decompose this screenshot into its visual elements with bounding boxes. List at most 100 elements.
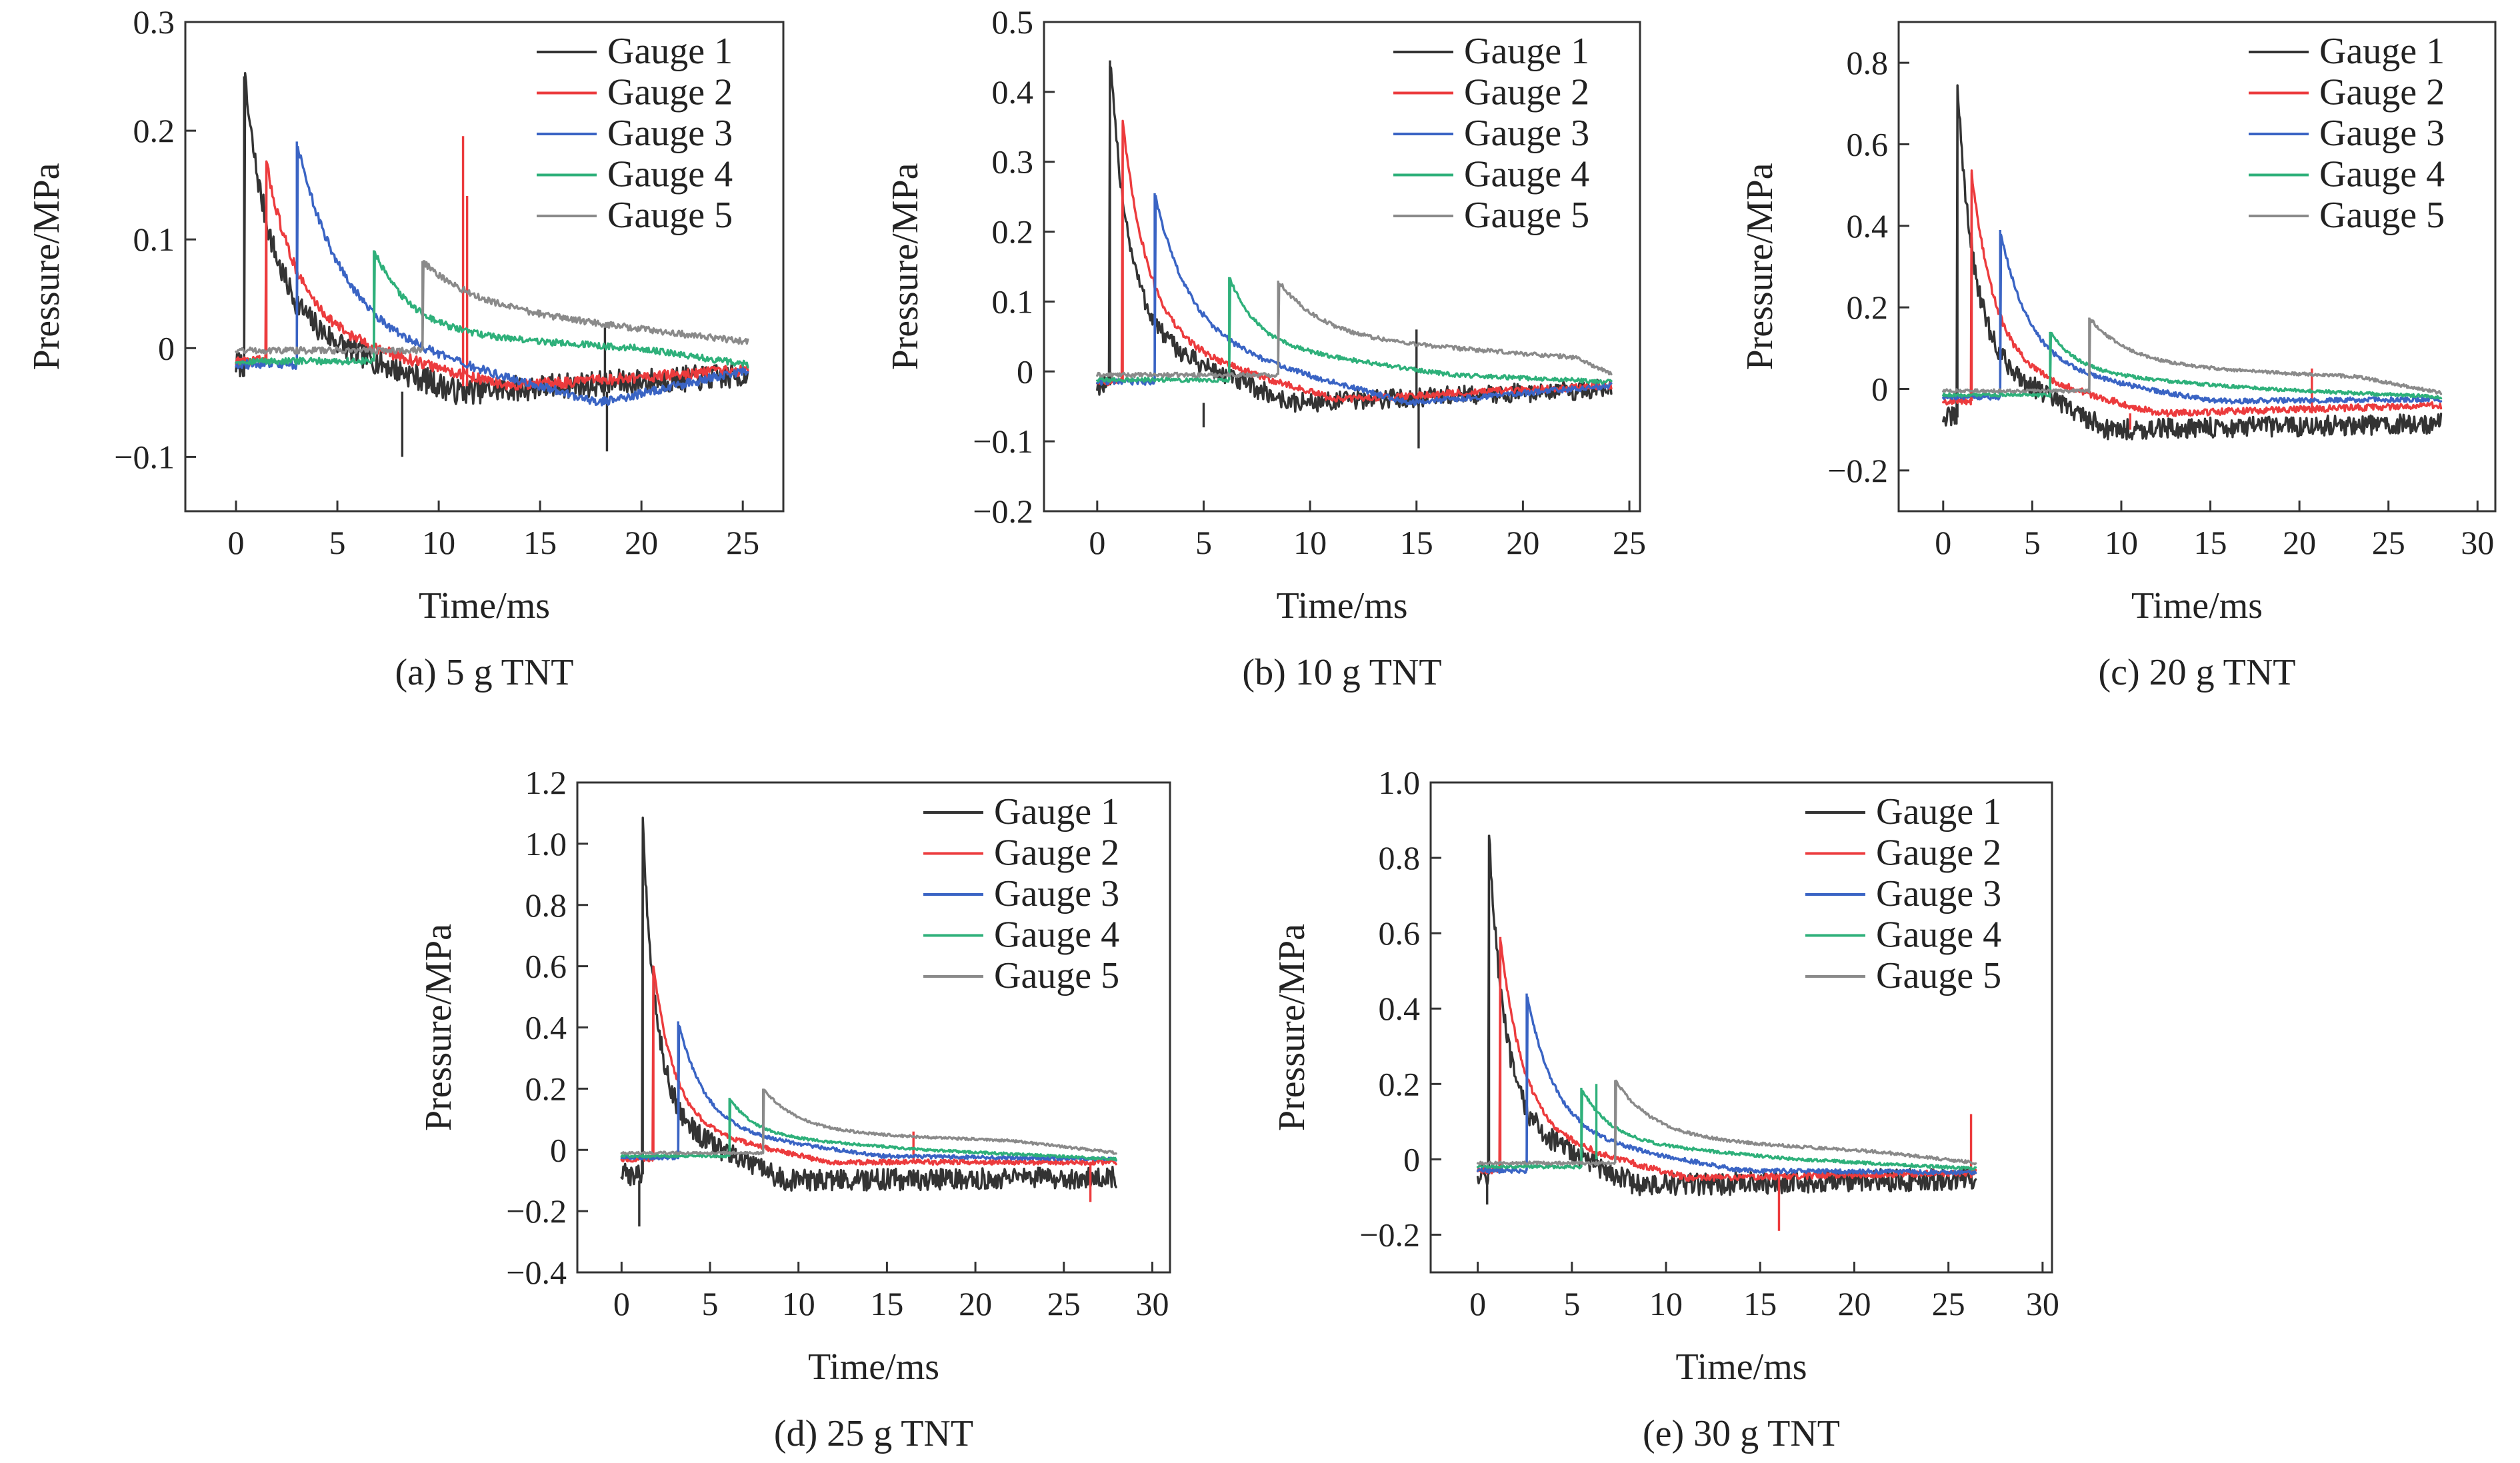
- y-tick-label: 0.1: [133, 221, 175, 258]
- x-tick-label: 10: [1293, 524, 1327, 561]
- series-line-gauge-5: [620, 1088, 1117, 1156]
- x-tick-label: 0: [1935, 524, 1951, 561]
- y-tick-label: 1.0: [1379, 764, 1421, 801]
- x-axis-title: Time/ms: [2131, 585, 2263, 627]
- legend-label: Gauge 5: [1464, 195, 1589, 236]
- y-tick-label: −0.1: [973, 423, 1033, 460]
- y-tick-label: −0.2: [506, 1192, 567, 1230]
- y-tick-label: 1.0: [525, 825, 567, 862]
- series-line-gauge-1: [620, 816, 1117, 1192]
- series-line-gauge-5: [235, 260, 749, 355]
- plot-area: [620, 816, 1117, 1227]
- y-tick-label: 0.2: [525, 1070, 567, 1107]
- legend-label: Gauge 3: [994, 873, 1119, 914]
- series-line-gauge-4: [1096, 277, 1613, 385]
- y-tick-label: −0.2: [973, 493, 1033, 530]
- x-tick-label: 0: [613, 1285, 630, 1322]
- y-tick-label: 0: [1017, 353, 1033, 390]
- x-tick-label: 15: [2194, 524, 2227, 561]
- x-tick-label: 15: [870, 1285, 903, 1322]
- x-tick-label: 25: [1047, 1285, 1081, 1322]
- series-line-gauge-1: [1476, 834, 1977, 1196]
- legend-label: Gauge 1: [2319, 31, 2445, 72]
- plot-area: [1476, 834, 1977, 1231]
- legend-label: Gauge 1: [994, 791, 1119, 832]
- panel-caption: (e) 30 g TNT: [1643, 1413, 1840, 1454]
- x-tick-label: 30: [2461, 524, 2494, 561]
- y-axis-title: Pressure/MPa: [26, 163, 67, 370]
- y-tick-label: 0.4: [525, 1009, 567, 1046]
- series-line-gauge-2: [620, 965, 1117, 1166]
- y-axis-title: Pressure/MPa: [1739, 163, 1781, 370]
- y-tick-label: 1.2: [525, 764, 567, 801]
- x-tick-label: 5: [329, 524, 346, 561]
- x-tick-label: 0: [228, 524, 245, 561]
- chart-panel-c: 0 5 10 15 20 25 30 −0.2 0 0.2 0.4 0.6 0.8 Time/ms Pres…: [1739, 21, 2497, 693]
- plot-frame: [184, 21, 785, 513]
- series-line-gauge-1: [1942, 84, 2443, 441]
- legend-label: Gauge 5: [994, 955, 1119, 996]
- x-axis-title: Time/ms: [808, 1346, 939, 1388]
- x-tick-label: 25: [1932, 1285, 1965, 1322]
- x-tick-label: 10: [1649, 1285, 1683, 1322]
- y-tick-label: 0.2: [1379, 1065, 1421, 1102]
- chart-panel-b: 0 5 10 15 20 25 −0.2 −0.1 0 0.1 0.2 0.3 0.4 0.5 Time/m…: [885, 3, 1646, 693]
- legend-label: Gauge 4: [1876, 914, 2001, 956]
- series-line-gauge-4: [235, 251, 749, 369]
- series-line-gauge-5: [1476, 1079, 1977, 1166]
- legend-label: Gauge 2: [607, 72, 733, 113]
- legend-label: Gauge 3: [1876, 873, 2001, 914]
- y-axis-title: Pressure/MPa: [885, 163, 926, 370]
- series-line-gauge-3: [1942, 233, 2443, 405]
- y-tick-label: 0.6: [1847, 126, 1889, 163]
- legend-label: Gauge 2: [2319, 72, 2445, 113]
- series-line-gauge-2: [1942, 169, 2443, 418]
- series-line-gauge-4: [1942, 331, 2443, 400]
- legend-label: Gauge 4: [994, 914, 1119, 956]
- x-tick-label: 20: [625, 524, 658, 561]
- y-tick-label: 0.1: [992, 283, 1034, 320]
- series-line-gauge-4: [1476, 1089, 1977, 1171]
- series-line-gauge-4: [620, 1098, 1117, 1161]
- x-axis-title: Time/ms: [1276, 585, 1407, 627]
- y-tick-label: −0.4: [506, 1254, 567, 1291]
- legend-label: Gauge 1: [1876, 791, 2001, 832]
- y-tick-label: 0.6: [525, 948, 567, 985]
- x-axis-title: Time/ms: [419, 585, 550, 627]
- series-line-gauge-5: [1096, 283, 1613, 379]
- chart-panel-a: 0 5 10 15 20 25 −0.1 0 0.1 0.2 0.3 Time/ms Pressure/…: [26, 3, 785, 693]
- y-tick-label: 0.3: [992, 143, 1034, 181]
- y-tick-label: 0.2: [1847, 289, 1889, 326]
- plot-frame: [1897, 21, 2497, 513]
- plot-area: [235, 72, 749, 457]
- panel-caption: (c) 20 g TNT: [2099, 652, 2296, 693]
- series-line-gauge-2: [235, 160, 749, 391]
- x-tick-label: 5: [702, 1285, 719, 1322]
- series-line-gauge-3: [235, 145, 749, 407]
- x-tick-label: 10: [782, 1285, 815, 1322]
- y-tick-label: 0.4: [992, 73, 1034, 111]
- legend-label: Gauge 5: [1876, 955, 2001, 996]
- x-tick-label: 20: [1837, 1285, 1871, 1322]
- legend-label: Gauge 5: [607, 195, 733, 236]
- legend-label: Gauge 2: [1464, 72, 1589, 113]
- chart-panel-d: 0 5 10 15 20 25 30 −0.4 −0.2 0 0.2 0.4 0.6 0.8 1.0 1.2 T…: [418, 764, 1171, 1454]
- x-tick-label: 20: [2283, 524, 2316, 561]
- legend-label: Gauge 3: [607, 113, 733, 154]
- y-tick-label: 0.8: [1847, 44, 1889, 81]
- legend-label: Gauge 5: [2319, 195, 2445, 236]
- x-tick-label: 10: [422, 524, 455, 561]
- y-tick-label: 0.2: [992, 213, 1034, 251]
- y-tick-label: 0.2: [133, 112, 175, 149]
- x-tick-label: 30: [1135, 1285, 1169, 1322]
- panel-caption: (d) 25 g TNT: [774, 1413, 973, 1454]
- x-tick-label: 15: [1400, 524, 1433, 561]
- chart-panel-e: 0 5 10 15 20 25 30 −0.2 0 0.2 0.4 0.6 0.8 1.0 Time/ms P…: [1271, 764, 2059, 1454]
- y-tick-label: 0: [1403, 1140, 1420, 1178]
- x-tick-label: 25: [1613, 524, 1646, 561]
- y-tick-label: −0.2: [1827, 452, 1888, 489]
- series-line-gauge-3: [1476, 996, 1977, 1176]
- y-tick-label: −0.1: [114, 438, 175, 475]
- series-line-gauge-2: [1476, 938, 1977, 1182]
